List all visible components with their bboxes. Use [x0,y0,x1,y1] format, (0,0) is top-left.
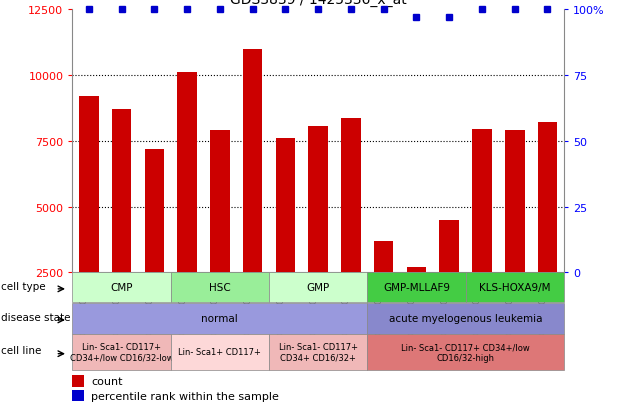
Text: acute myelogenous leukemia: acute myelogenous leukemia [389,313,542,324]
Bar [210,131,230,273]
Bar [374,241,394,273]
Bar [406,267,427,273]
Bar [472,130,492,273]
FancyBboxPatch shape [171,335,269,370]
FancyBboxPatch shape [72,304,367,334]
Bar [144,150,164,273]
FancyBboxPatch shape [269,335,367,370]
FancyBboxPatch shape [171,273,269,303]
Text: cell line: cell line [1,345,42,355]
FancyBboxPatch shape [72,335,171,370]
FancyBboxPatch shape [367,273,466,303]
Text: GMP-MLLAF9: GMP-MLLAF9 [383,282,450,293]
Text: count: count [91,376,123,386]
Text: Lin- Sca1- CD117+
CD34+/low CD16/32-low: Lin- Sca1- CD117+ CD34+/low CD16/32-low [70,342,173,362]
Bar [243,50,263,273]
Text: Lin- Sca1- CD117+ CD34+/low
CD16/32-high: Lin- Sca1- CD117+ CD34+/low CD16/32-high [401,342,530,362]
Title: GDS3839 / 1425336_x_at: GDS3839 / 1425336_x_at [230,0,406,7]
Bar [439,220,459,273]
Bar [72,375,84,387]
Text: cell type: cell type [1,281,46,291]
FancyBboxPatch shape [367,335,564,370]
Bar [72,390,84,401]
Bar [537,123,558,273]
Text: GMP: GMP [307,282,329,293]
FancyBboxPatch shape [72,273,171,303]
Bar [341,119,361,273]
Bar [79,97,99,273]
Bar [177,73,197,273]
Text: Lin- Sca1+ CD117+: Lin- Sca1+ CD117+ [178,348,261,356]
FancyBboxPatch shape [466,273,564,303]
Text: disease state: disease state [1,312,71,322]
Text: Lin- Sca1- CD117+
CD34+ CD16/32+: Lin- Sca1- CD117+ CD34+ CD16/32+ [278,342,358,362]
Bar [275,139,295,273]
Bar [112,110,132,273]
Bar [505,131,525,273]
Text: HSC: HSC [209,282,231,293]
Text: percentile rank within the sample: percentile rank within the sample [91,391,279,401]
Text: CMP: CMP [110,282,133,293]
Bar [308,127,328,273]
Text: KLS-HOXA9/M: KLS-HOXA9/M [479,282,551,293]
FancyBboxPatch shape [367,304,564,334]
FancyBboxPatch shape [269,273,367,303]
Text: normal: normal [202,313,238,324]
